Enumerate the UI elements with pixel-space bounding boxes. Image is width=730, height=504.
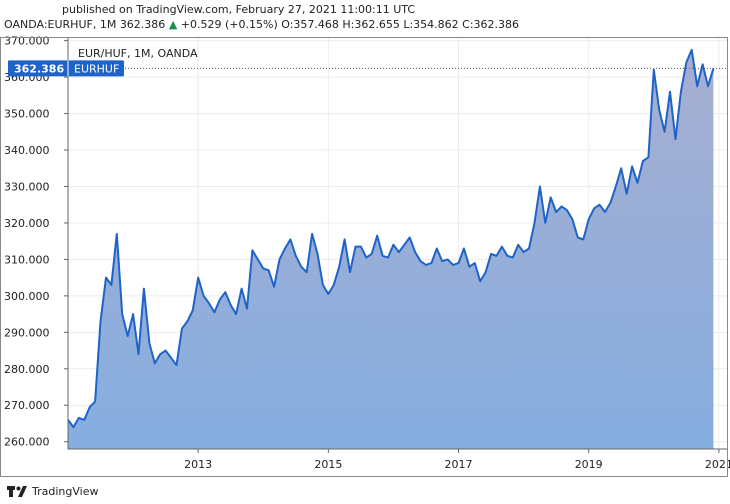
price-area-fill: [68, 49, 714, 449]
price-chart[interactable]: 260.000 270.000 280.000 290.000 300.000 310.0…: [0, 0, 730, 484]
published-note: published on TradingView.com, February 2…: [62, 3, 416, 16]
y-tick-label: 310.000: [4, 253, 50, 266]
price-badge-symbol: EURHUF: [74, 62, 119, 75]
x-tick-label: 2013: [184, 458, 212, 471]
last-price: 362.386: [119, 18, 166, 31]
footer-brand: TradingView: [6, 484, 98, 498]
y-tick-label: 280.000: [4, 363, 50, 376]
y-tick-label: 340.000: [4, 144, 50, 157]
y-tick-label: 350.000: [4, 108, 50, 121]
price-line[interactable]: [68, 48, 715, 429]
x-tick-label: 2019: [575, 458, 603, 471]
price-badge-value: 362.386: [14, 62, 64, 75]
y-tick-label: 300.000: [4, 290, 50, 303]
y-tick-label: 260.000: [4, 436, 50, 449]
tradingview-logo-icon: [7, 486, 27, 497]
change-up-icon: ▲: [168, 18, 178, 31]
y-tick-label: 370.000: [4, 35, 50, 48]
chart-legend: EUR/HUF, 1M, OANDA: [78, 47, 198, 60]
y-tick-label: 330.000: [4, 180, 50, 193]
y-tick-label: 270.000: [4, 399, 50, 412]
symbol-label: OANDA:EURHUF, 1M: [4, 18, 117, 31]
y-tick-label: 290.000: [4, 326, 50, 339]
brand-name: TradingView: [32, 484, 99, 498]
y-tick-label: 320.000: [4, 217, 50, 230]
price-badge: [8, 60, 124, 77]
price-change: +0.529 (+0.15%): [180, 18, 278, 31]
x-tick-label: 2021: [705, 458, 730, 471]
x-tick-label: 2017: [445, 458, 473, 471]
ohlc-values: O:357.468 H:362.655 L:354.862 C:362.386: [281, 18, 520, 31]
x-tick-label: 2015: [314, 458, 342, 471]
quote-summary: OANDA:EURHUF, 1M 362.386 ▲ +0.529 (+0.15…: [4, 18, 519, 31]
